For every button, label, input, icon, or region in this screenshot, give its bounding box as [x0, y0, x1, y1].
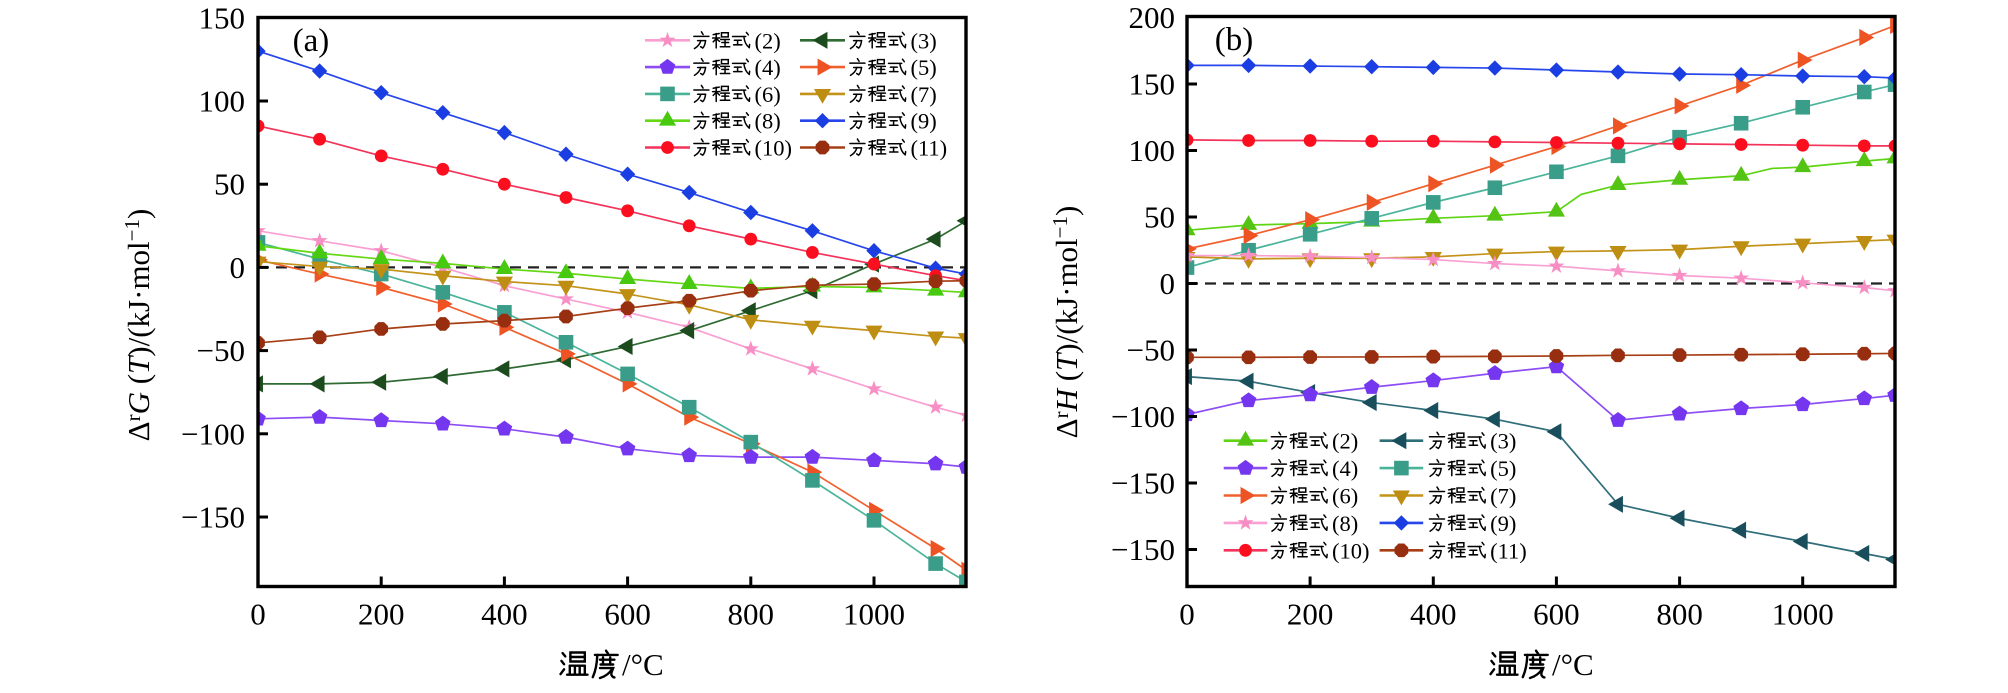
svg-text:(3): (3) — [1490, 429, 1516, 454]
svg-text:ΔrH (T)/(kJ·mol−1): ΔrH (T)/(kJ·mol−1) — [1048, 206, 1084, 439]
svg-text:800: 800 — [1656, 597, 1703, 632]
svg-text:100: 100 — [199, 84, 246, 119]
svg-text:(5): (5) — [1490, 456, 1516, 481]
svg-text:(4): (4) — [1332, 456, 1358, 481]
svg-text:(9): (9) — [911, 109, 937, 134]
svg-text:(4): (4) — [755, 55, 781, 80]
svg-text:400: 400 — [481, 597, 528, 632]
svg-text:(b): (b) — [1215, 22, 1253, 58]
svg-text:400: 400 — [1410, 597, 1457, 632]
svg-text:−50: −50 — [1127, 333, 1175, 368]
svg-text:0: 0 — [250, 597, 266, 632]
svg-text:(6): (6) — [1332, 484, 1358, 509]
svg-text:800: 800 — [728, 597, 775, 632]
svg-text:50: 50 — [1144, 200, 1175, 235]
svg-text:ΔrG (T)/(kJ·mol−1): ΔrG (T)/(kJ·mol−1) — [120, 209, 156, 442]
svg-text:150: 150 — [1129, 67, 1176, 102]
svg-text:/°C: /°C — [1552, 647, 1594, 682]
svg-text:0: 0 — [1179, 597, 1195, 632]
svg-text:600: 600 — [604, 597, 651, 632]
svg-text:(6): (6) — [755, 82, 781, 107]
svg-text:1000: 1000 — [843, 597, 905, 632]
svg-text:(10): (10) — [755, 136, 793, 161]
svg-text:0: 0 — [1160, 266, 1176, 301]
svg-text:−150: −150 — [1111, 532, 1175, 567]
svg-text:0: 0 — [230, 250, 246, 285]
svg-text:600: 600 — [1533, 597, 1580, 632]
svg-text:(8): (8) — [755, 109, 781, 134]
svg-text:(11): (11) — [1490, 538, 1527, 563]
svg-text:150: 150 — [199, 0, 246, 35]
svg-text:−100: −100 — [1111, 399, 1175, 434]
svg-text:(2): (2) — [755, 28, 781, 53]
svg-text:−100: −100 — [181, 416, 245, 451]
svg-text:(2): (2) — [1332, 429, 1358, 454]
svg-text:50: 50 — [214, 167, 245, 202]
svg-text:(7): (7) — [911, 82, 937, 107]
svg-text:(9): (9) — [1490, 511, 1516, 536]
svg-text:200: 200 — [1129, 0, 1176, 35]
svg-text:−150: −150 — [181, 500, 245, 535]
svg-text:(10): (10) — [1332, 538, 1370, 563]
svg-text:(8): (8) — [1332, 511, 1358, 536]
svg-text:(5): (5) — [911, 55, 937, 80]
svg-text:(a): (a) — [293, 23, 330, 59]
svg-text:200: 200 — [1287, 597, 1334, 632]
svg-text:200: 200 — [358, 597, 405, 632]
svg-text:(7): (7) — [1490, 484, 1516, 509]
svg-text:(11): (11) — [911, 136, 948, 161]
svg-text:−50: −50 — [197, 333, 245, 368]
svg-text:1000: 1000 — [1772, 597, 1834, 632]
svg-text:(3): (3) — [911, 28, 937, 53]
svg-text:100: 100 — [1129, 133, 1176, 168]
svg-text:/°C: /°C — [622, 647, 664, 682]
svg-text:−150: −150 — [1111, 466, 1175, 501]
